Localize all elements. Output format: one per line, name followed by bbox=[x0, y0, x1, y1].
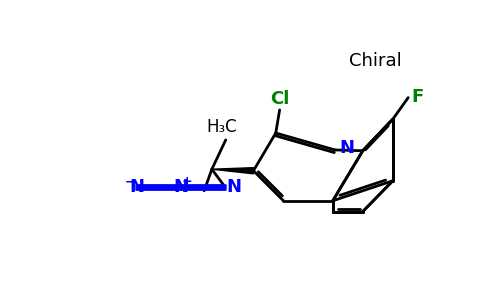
Text: N: N bbox=[129, 178, 144, 196]
Text: N: N bbox=[227, 178, 242, 196]
Text: Cl: Cl bbox=[270, 90, 289, 108]
Text: +: + bbox=[182, 175, 193, 188]
Text: Chiral: Chiral bbox=[349, 52, 402, 70]
Polygon shape bbox=[212, 168, 254, 174]
Text: F: F bbox=[411, 88, 424, 106]
Text: −: − bbox=[125, 175, 136, 188]
Text: H₃C: H₃C bbox=[207, 118, 237, 136]
Text: N: N bbox=[339, 139, 354, 157]
Text: N: N bbox=[174, 178, 189, 196]
